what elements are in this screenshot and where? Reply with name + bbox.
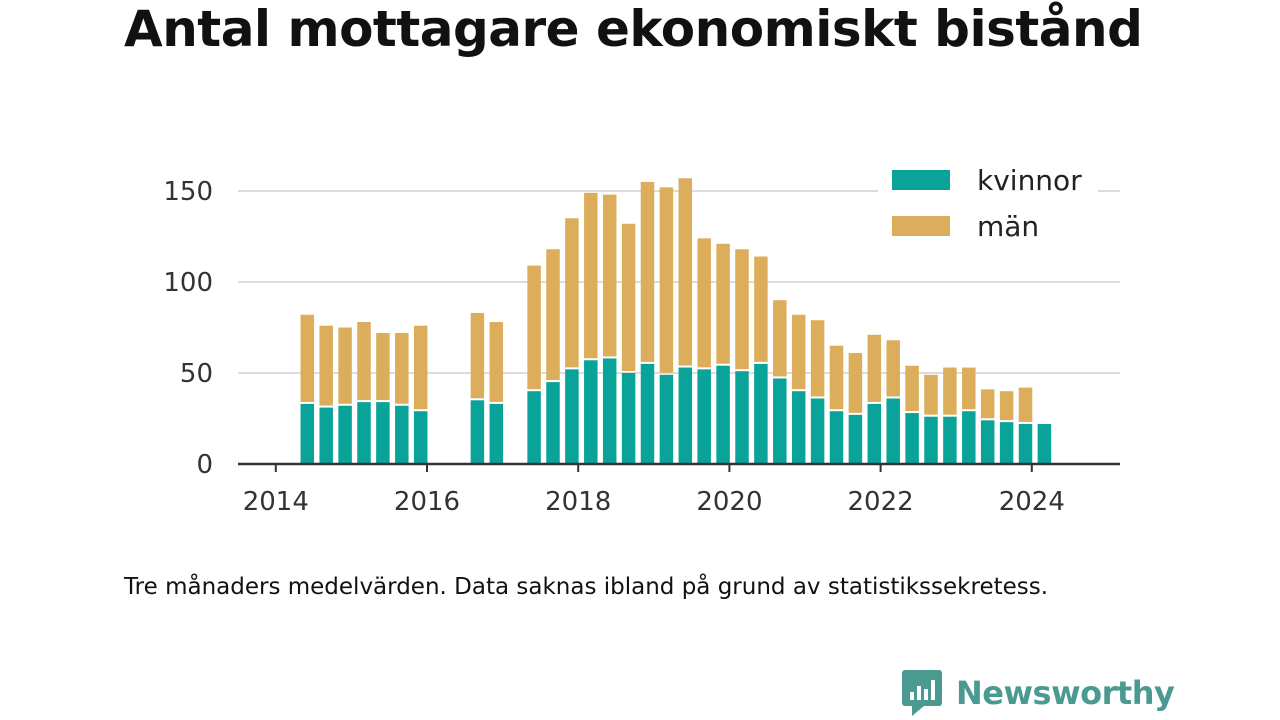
bar-man [829,345,844,410]
bar-kvinnor [791,391,806,464]
x-tick-label: 2024 [999,487,1065,517]
legend-swatch-kvinnor [892,170,950,190]
x-tick-label: 2018 [545,487,611,517]
bar-man [584,192,598,359]
bar-man [357,322,371,401]
brand-logo[interactable]: Newsworthy [902,670,1175,716]
bar-kvinnor [1037,423,1052,464]
bar-man [300,314,315,402]
x-tick-label: 2016 [394,487,460,517]
legend-label-kvinnor: kvinnor [977,164,1082,197]
bar-man [924,374,938,415]
bar-man [754,256,768,362]
bar-man [905,365,919,412]
bar-man [980,389,995,419]
bar-kvinnor [829,411,844,464]
bar-kvinnor [848,414,863,464]
legend-swatch-man [892,216,950,236]
bar-man [470,312,485,399]
axes: 0 50 100 150 2014 2016 2018 2020 2022 2024 [163,177,1120,517]
brand-name: Newsworthy [956,674,1175,712]
bar-kvinnor [697,369,711,464]
bar-man [413,325,428,410]
bar-man [716,243,730,364]
bar-kvinnor [395,405,409,464]
bar-kvinnor [678,367,693,464]
bar-man [527,265,541,390]
bar-kvinnor [716,365,730,464]
bar-kvinnor [357,402,371,464]
legend-label-man: män [977,210,1039,243]
y-tick-label: 0 [196,450,213,480]
bar-man [678,178,693,366]
bar-kvinnor [621,373,636,464]
bars [300,178,1052,464]
bar-kvinnor [338,405,352,464]
bar-kvinnor [735,371,749,464]
bar-kvinnor [810,398,825,464]
bar-kvinnor [489,403,504,464]
bar-kvinnor [905,413,919,464]
bar-man [489,322,504,402]
bar-man [395,332,409,404]
bar-man [602,194,617,357]
bar-man [338,327,352,404]
bar-kvinnor [659,374,674,464]
bar-man [1018,387,1033,422]
bar-kvinnor [640,363,655,464]
bar-man [810,320,825,397]
bar-kvinnor [943,416,957,464]
chart-footnote: Tre månaders medelvärden. Data saknas ib… [124,574,1049,600]
bar-kvinnor [376,402,390,464]
bar-man [848,352,863,413]
bar-kvinnor [962,411,976,464]
bar-man [565,218,579,368]
bar-kvinnor [527,391,541,464]
bar-kvinnor [319,407,333,464]
bar-man [546,249,560,381]
bar-kvinnor [584,360,598,464]
bar-man [867,334,882,402]
bar-man [621,223,636,371]
stacked-bar-chart: 0 50 100 150 2014 2016 2018 2020 2022 2024 kvinno… [163,158,1120,517]
legend: kvinnor män [878,158,1098,254]
bar-kvinnor [754,363,768,464]
chart-title: Antal mottagare ekonomiskt bistånd [124,0,1143,58]
bar-kvinnor [470,400,485,464]
bar-man [773,300,787,377]
x-tick-label: 2014 [243,487,309,517]
y-tick-label: 50 [180,359,213,389]
bar-man [697,238,711,368]
y-tick-label: 100 [163,268,213,298]
bar-man [999,391,1014,421]
bar-man [943,367,957,415]
bar-kvinnor [1018,423,1033,464]
bar-man [640,181,655,362]
x-tick-label: 2020 [696,487,762,517]
bar-kvinnor [867,403,882,464]
bar-kvinnor [565,369,579,464]
newsworthy-logo-icon [902,670,942,716]
bar-kvinnor [999,422,1014,464]
bar-man [791,314,806,390]
x-tick-label: 2022 [848,487,914,517]
bar-man [735,249,749,370]
bar-kvinnor [413,411,428,464]
bar-kvinnor [300,403,315,464]
bar-kvinnor [546,382,560,464]
bar-kvinnor [773,378,787,464]
bar-kvinnor [980,420,995,464]
bar-man [962,367,976,410]
y-tick-label: 150 [163,177,213,207]
bar-kvinnor [886,398,900,464]
bar-man [319,325,333,406]
bar-kvinnor [924,416,938,464]
bar-man [886,340,900,397]
bar-man [376,332,390,401]
bar-kvinnor [602,358,617,464]
bar-man [659,187,674,373]
